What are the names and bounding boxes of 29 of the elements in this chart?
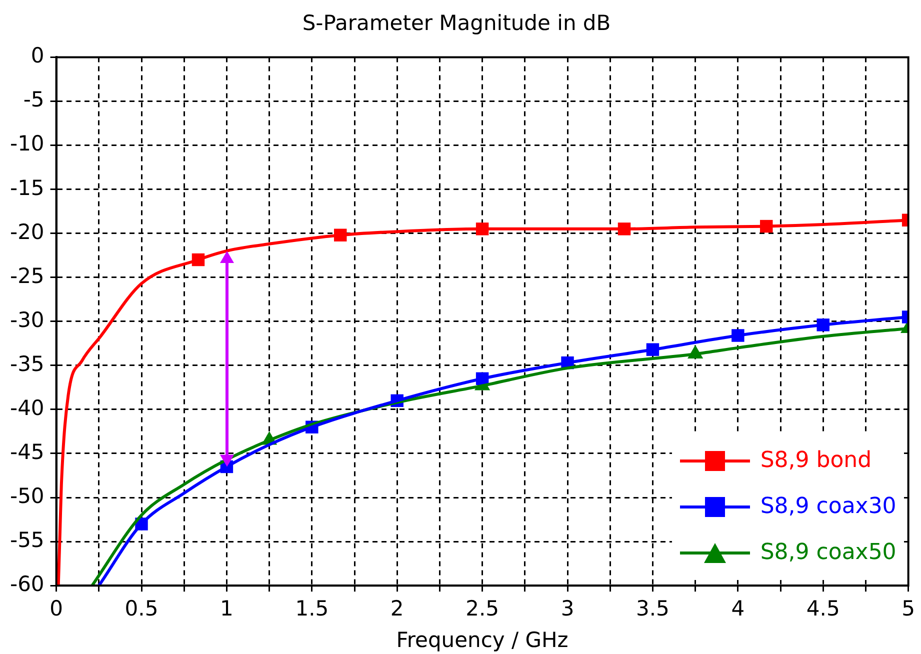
- x-tick-label: 0: [50, 596, 63, 621]
- x-tick-label: 1: [220, 596, 234, 621]
- x-tick-label: 2: [390, 596, 404, 621]
- x-tick-label: 5: [902, 596, 916, 621]
- legend-label: S8,9 coax50: [760, 540, 896, 566]
- y-tick-label: -10: [10, 132, 44, 156]
- y-tick-label: -60: [10, 572, 44, 596]
- y-tick-label: -30: [10, 308, 44, 332]
- y-tick-label: -40: [10, 396, 44, 420]
- y-tick-label: -35: [10, 352, 44, 376]
- y-tick-label: -20: [10, 220, 44, 244]
- legend-label: S8,9 bond: [760, 448, 872, 474]
- x-tick-label: 0.5: [124, 596, 158, 621]
- x-tick-label: 4: [731, 596, 745, 621]
- y-tick-label: -15: [10, 176, 44, 200]
- y-tick-label: -5: [23, 88, 44, 112]
- chart-title: S-Parameter Magnitude in dB: [302, 11, 611, 36]
- y-tick-label: -50: [10, 484, 44, 508]
- y-tick-label: 0: [30, 44, 44, 68]
- y-tick-label: -25: [10, 264, 44, 288]
- x-tick-label: 3: [560, 596, 574, 621]
- x-tick-label: 1.5: [295, 596, 329, 621]
- y-tick-label: -45: [10, 440, 44, 464]
- x-tick-label: 3.5: [636, 596, 670, 621]
- x-tick-label: 4.5: [806, 596, 840, 621]
- y-tick-label: -55: [10, 528, 44, 552]
- legend-label: S8,9 coax30: [760, 494, 896, 520]
- x-tick-label: 2.5: [466, 596, 500, 621]
- x-axis-title: Frequency / GHz: [396, 628, 568, 652]
